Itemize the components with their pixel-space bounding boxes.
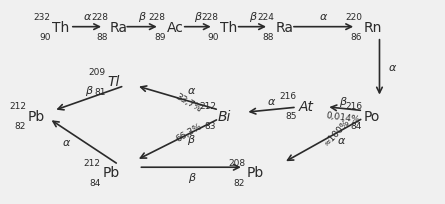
- Text: 81: 81: [94, 88, 106, 96]
- Text: β: β: [187, 135, 194, 145]
- Text: α: α: [187, 85, 194, 95]
- Text: β: β: [194, 11, 201, 21]
- Text: Pb: Pb: [247, 165, 264, 179]
- Text: Ra: Ra: [110, 21, 128, 34]
- Text: 85: 85: [285, 112, 297, 121]
- Text: 86: 86: [351, 33, 362, 42]
- Text: α: α: [83, 11, 91, 21]
- Text: α: α: [337, 136, 345, 146]
- Text: Th: Th: [52, 21, 69, 34]
- Text: Pb: Pb: [102, 165, 119, 179]
- Text: β: β: [85, 86, 93, 96]
- Text: Th: Th: [220, 21, 238, 34]
- Text: β: β: [249, 11, 256, 21]
- Text: β: β: [138, 11, 146, 21]
- Text: 90: 90: [207, 33, 218, 42]
- Text: 208: 208: [228, 158, 245, 167]
- Text: 88: 88: [97, 33, 108, 42]
- Text: β: β: [187, 173, 194, 182]
- Text: α: α: [267, 96, 275, 106]
- Text: 209: 209: [89, 67, 106, 76]
- Text: Po: Po: [364, 109, 380, 123]
- Text: 232: 232: [33, 13, 50, 22]
- Text: β: β: [339, 96, 346, 106]
- Text: 0,014%: 0,014%: [325, 110, 360, 124]
- Text: Tl: Tl: [108, 75, 120, 89]
- Text: ≈100%: ≈100%: [322, 117, 351, 148]
- Text: 228: 228: [202, 13, 218, 22]
- Text: At: At: [299, 99, 314, 113]
- Text: 228: 228: [91, 13, 108, 22]
- Text: 212: 212: [84, 158, 101, 167]
- Text: 216: 216: [279, 91, 297, 100]
- Text: α: α: [320, 11, 327, 21]
- Text: Ra: Ra: [275, 21, 294, 34]
- Text: 220: 220: [345, 13, 362, 22]
- Text: 88: 88: [262, 33, 274, 42]
- Text: 228: 228: [149, 13, 166, 22]
- Text: α: α: [62, 137, 70, 147]
- Text: 216: 216: [345, 102, 362, 110]
- Text: 224: 224: [257, 13, 274, 22]
- Text: Ac: Ac: [167, 21, 184, 34]
- Text: 66,3%: 66,3%: [174, 121, 203, 143]
- Text: 212: 212: [199, 102, 216, 110]
- Text: Pb: Pb: [28, 109, 45, 123]
- Text: 33,7%: 33,7%: [174, 91, 203, 113]
- Text: 82: 82: [234, 178, 245, 187]
- Text: Rn: Rn: [364, 21, 382, 34]
- Text: 89: 89: [154, 33, 166, 42]
- Text: 82: 82: [15, 122, 26, 131]
- Text: 83: 83: [205, 122, 216, 131]
- Text: 212: 212: [9, 102, 26, 110]
- Text: Bi: Bi: [218, 109, 231, 123]
- Text: 84: 84: [351, 122, 362, 131]
- Text: α: α: [389, 63, 396, 73]
- Text: 84: 84: [89, 178, 101, 187]
- Text: 90: 90: [39, 33, 50, 42]
